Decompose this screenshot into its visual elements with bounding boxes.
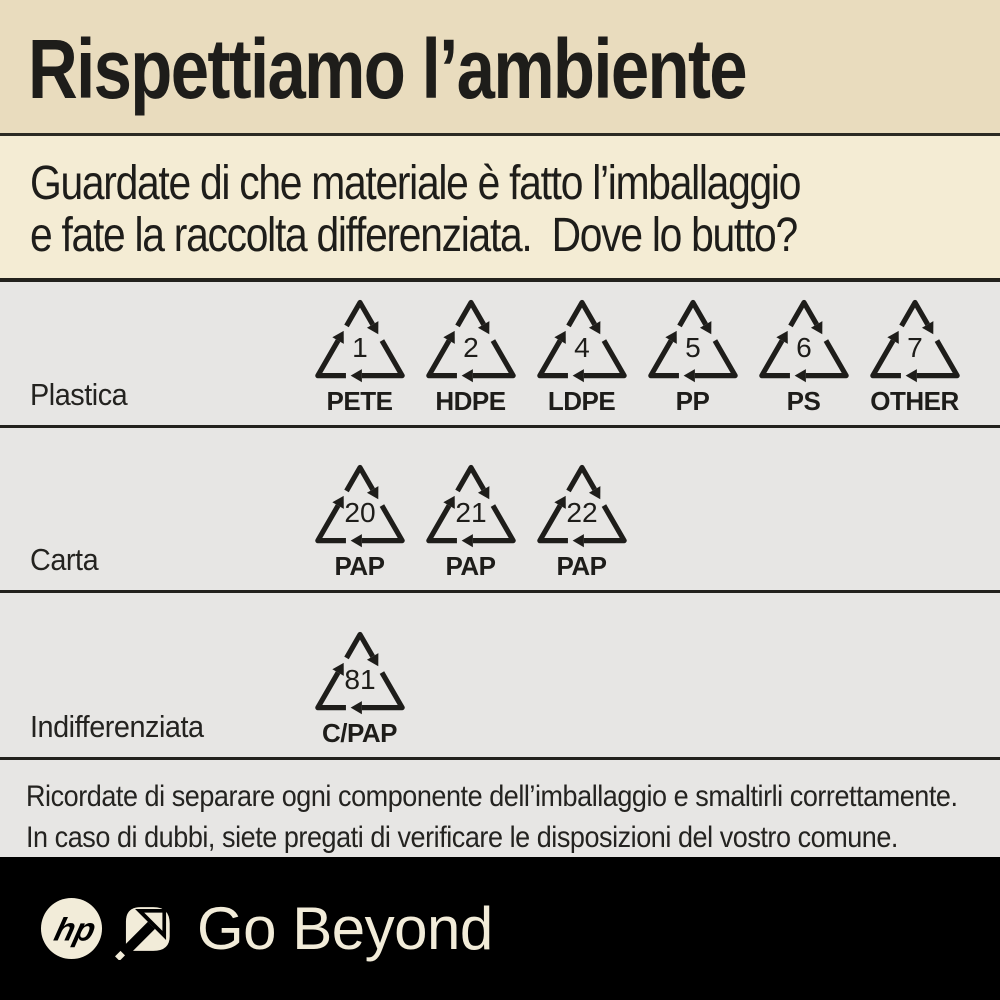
note-line-2: In caso di dubbi, siete pregati di verif…: [26, 821, 898, 855]
go-beyond-tagline: Go Beyond: [197, 895, 493, 962]
recycling-code: PS: [786, 386, 821, 416]
recycling-code: HDPE: [435, 386, 506, 416]
symbol-group-indifferenziata: 81 C/PAP: [304, 627, 415, 749]
recycling-symbol: 7 OTHER: [859, 295, 970, 417]
brand-footer: hp Go Beyond: [0, 857, 1000, 1000]
recycling-symbol: 81 C/PAP: [304, 627, 415, 749]
recycling-symbol: 20 PAP: [304, 460, 415, 582]
recycling-number: 2: [463, 332, 479, 363]
hp-logo-icon: hp: [40, 897, 103, 960]
recycling-symbol: 2 HDPE: [415, 295, 526, 417]
subtitle-line-2: e fate la raccolta differenziata. Dove l…: [30, 208, 798, 262]
recycling-number: 4: [574, 332, 590, 363]
page-title: Rispettiamo l’ambiente: [28, 21, 748, 116]
recycling-code: PAP: [556, 551, 607, 581]
recycling-triangle-icon: 4: [536, 299, 627, 383]
symbol-group-carta: 20 PAP 21 PAP 22 PAP: [304, 460, 637, 582]
recycling-number: 20: [344, 497, 375, 528]
recycling-triangle-icon: 7: [869, 299, 960, 383]
row-label-carta: Carta: [30, 542, 99, 577]
headline-band: Rispettiamo l’ambiente: [0, 0, 1000, 133]
note-line-1: Ricordate di separare ogni componente de…: [26, 780, 958, 813]
material-row-carta: Carta 20 PAP 21 PAP: [0, 425, 1000, 590]
recycling-triangle-icon: 5: [647, 299, 738, 383]
recycling-symbol: 6 PS: [748, 295, 859, 417]
recycling-code: PP: [675, 386, 710, 416]
go-beyond-arrow-icon: [115, 906, 170, 960]
recycling-symbol: 22 PAP: [526, 460, 637, 582]
recycling-symbol: 4 LDPE: [526, 295, 637, 417]
recycling-code: PETE: [326, 386, 393, 416]
subtitle-band: Guardate di che materiale è fatto l’imba…: [0, 133, 1000, 278]
recycling-code: OTHER: [870, 386, 959, 416]
recycling-number: 7: [907, 332, 923, 363]
recycling-number: 81: [344, 664, 375, 695]
recycling-symbol: 1 PETE: [304, 295, 415, 417]
recycling-number: 1: [352, 332, 368, 363]
symbol-group-plastica: 1 PETE 2 HDPE 4 LDPE: [304, 295, 970, 417]
recycling-number: 5: [685, 332, 701, 363]
recycling-code: C/PAP: [321, 718, 398, 748]
note-band: Ricordate di separare ogni componente de…: [0, 757, 1000, 857]
recycling-number: 22: [566, 497, 597, 528]
row-label-plastica: Plastica: [30, 377, 128, 412]
recycling-code: PAP: [334, 551, 385, 581]
recycling-triangle-icon: 81: [314, 631, 405, 715]
recycling-number: 6: [796, 332, 812, 363]
recycling-symbol: 21 PAP: [415, 460, 526, 582]
brand-icons: hp: [40, 897, 177, 960]
recycling-triangle-icon: 21: [425, 464, 516, 548]
recycling-code: PAP: [445, 551, 496, 581]
recycling-triangle-icon: 20: [314, 464, 405, 548]
hp-logo-letters: hp: [51, 911, 100, 947]
recycling-number: 21: [455, 497, 486, 528]
recycling-triangle-icon: 22: [536, 464, 627, 548]
recycling-triangle-icon: 6: [758, 299, 849, 383]
recycling-symbol: 5 PP: [637, 295, 748, 417]
recycling-code: LDPE: [547, 386, 616, 416]
recycling-triangle-icon: 1: [314, 299, 405, 383]
subtitle-line-1: Guardate di che materiale è fatto l’imba…: [30, 157, 801, 210]
row-label-indifferenziata: Indifferenziata: [30, 709, 204, 744]
recycling-triangle-icon: 2: [425, 299, 516, 383]
material-row-indifferenziata: Indifferenziata 81 C/PAP: [0, 590, 1000, 757]
material-row-plastica: Plastica 1 PETE 2 HDPE: [0, 278, 1000, 425]
